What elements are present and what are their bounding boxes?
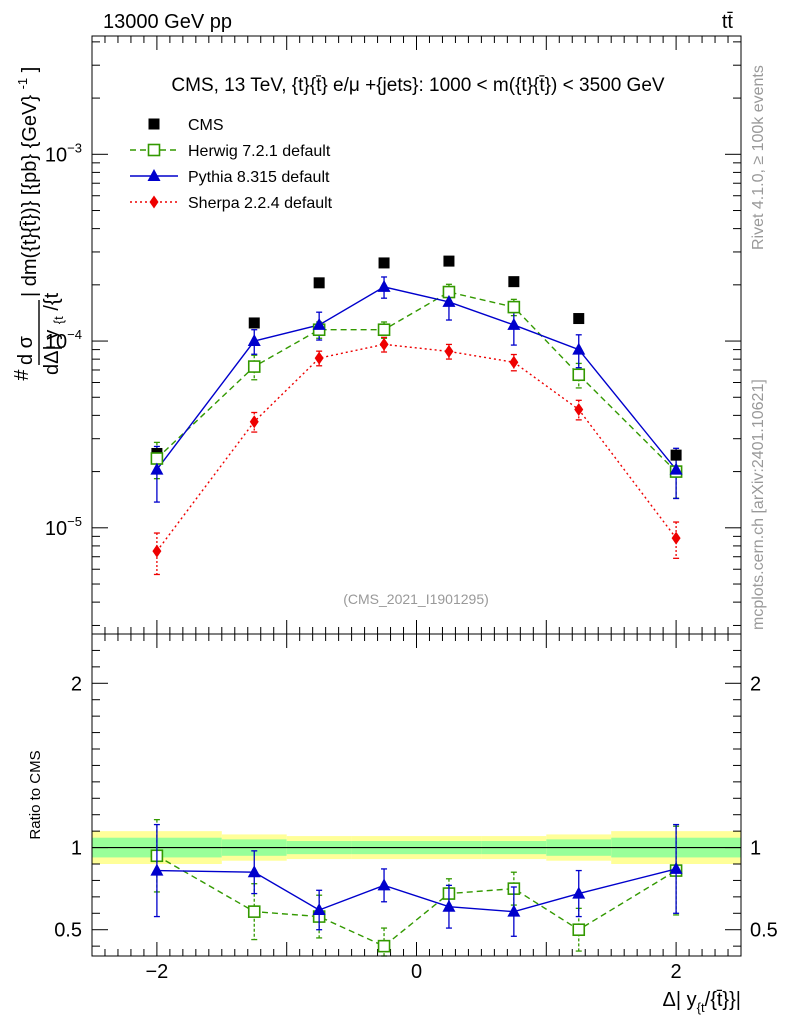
sherpa-point: [379, 337, 389, 351]
cms-point: [508, 276, 520, 288]
legend-label-pythia: Pythia 8.315 default: [188, 169, 330, 186]
pythia-point: [507, 317, 521, 330]
cms-point: [573, 313, 585, 325]
ratio-pythia-point: [507, 904, 521, 917]
svg-text:dΔ| y {t /{t: dΔ| y {t /{t: [41, 292, 68, 375]
legend-label-herwig: Herwig 7.2.1 default: [188, 143, 331, 160]
herwig-point: [572, 368, 586, 382]
main-y-tick-label-0: 10−5: [45, 514, 82, 540]
legend-label-sherpa: Sherpa 2.2.4 default: [188, 195, 333, 212]
legend-label-cms: CMS: [188, 117, 224, 134]
ylabel-sup: -1: [15, 78, 30, 90]
x-tick-label-1: 0: [411, 961, 422, 983]
main-y-tick-label-1: 10−4: [45, 327, 82, 353]
ratio-pythia-point: [442, 899, 456, 912]
main-y-axis-label: # d σ dΔ| y {t /{t | dm({t}{t̄})} [{pb} …: [10, 67, 68, 381]
ratio-pythia-point: [572, 886, 586, 899]
pythia-point: [150, 462, 164, 475]
ylabel-numerator: d σ: [15, 335, 37, 365]
main-panel-ticks: 10−5 10−4 10−3: [45, 36, 742, 634]
ratio-herwig-point: [247, 905, 261, 918]
ratio-panel-frame: [91, 633, 742, 957]
svg-text:d σ: d σ: [15, 335, 37, 365]
main-panel-series: [150, 255, 683, 576]
ratio-pythia-point: [247, 865, 261, 878]
ylabel-rest: | dm({t}{t̄})} [{pb} {GeV}: [19, 95, 41, 297]
sherpa-point: [314, 351, 324, 365]
ylabel-hash: #: [11, 369, 33, 381]
legend: CMS Herwig 7.2.1 default Pythia 8.315 defa…: [130, 117, 333, 212]
pythia-point: [377, 279, 391, 292]
rivet-version-label: Rivet 4.1.0, ≥ 100k events: [750, 65, 767, 250]
svg-text:| dm({t}{t̄})} [{pb} {GeV}: | dm({t}{t̄})} [{pb} {GeV} -1 ]: [10, 67, 41, 297]
ratio-y-tick-label-0: 0.5: [54, 920, 82, 942]
sherpa-line: [156, 343, 677, 552]
pythia-point: [442, 294, 456, 307]
sherpa-point: [444, 344, 454, 358]
ratio-uncertainty-band: [92, 831, 741, 864]
x-tick-label-2: 2: [671, 961, 682, 983]
pythia-point: [669, 462, 683, 475]
ratio-pythia-point: [669, 861, 683, 874]
sherpa-point: [152, 544, 162, 558]
ratio-herwig-point: [572, 923, 586, 937]
ratio-y-tick-label-1: 1: [71, 838, 82, 860]
cms-point: [248, 317, 260, 329]
ratio-y-tick-label-right-1: 1: [750, 838, 761, 860]
process-label: tt̄: [722, 11, 734, 33]
pythia-line: [156, 286, 677, 471]
herwig-point: [377, 323, 391, 337]
cms-point: [670, 449, 682, 461]
cms-point: [378, 257, 390, 269]
legend-marker-pythia: [147, 169, 161, 181]
ratio-panel-series: [150, 818, 683, 957]
ratio-y-tick-label-right-2: 2: [750, 673, 761, 695]
mcplots-label: mcplots.cern.ch [arXiv:2401.10621]: [750, 379, 767, 630]
x-tick-label-0: −2: [145, 961, 168, 983]
herwig-point: [247, 360, 261, 373]
ratio-panel-ticks: 0.5 0.5 1 1 2 2 −2 0 2: [54, 633, 778, 983]
sherpa-point: [671, 531, 681, 545]
pythia-point: [247, 334, 261, 347]
sherpa-point: [509, 355, 519, 369]
svg-text:#: #: [11, 369, 33, 381]
ylabel-denominator: dΔ| y: [41, 330, 63, 375]
ratio-y-tick-label-2: 2: [71, 673, 82, 695]
herwig-point: [150, 452, 164, 465]
ylabel-close: ]: [19, 67, 41, 73]
ratio-pythia-line: [156, 868, 677, 913]
main-y-tick-label-2: 10−3: [45, 140, 82, 166]
sherpa-point: [249, 415, 259, 429]
ratio-pythia-point: [150, 863, 164, 876]
ratio-pythia-point: [377, 878, 391, 891]
x-axis-label: Δ| y{t/{t̄}}|: [663, 989, 741, 1015]
herwig-line: [156, 291, 677, 473]
legend-marker-cms: [148, 118, 160, 130]
ratio-herwig-line: [156, 855, 677, 947]
legend-marker-herwig: [147, 143, 161, 157]
pythia-point: [572, 342, 586, 355]
legend-marker-sherpa: [149, 195, 159, 209]
herwig-point: [507, 300, 521, 314]
sherpa-point: [574, 403, 584, 417]
ylabel-denominator-tail: /{t: [41, 292, 63, 310]
cms-point: [443, 255, 455, 267]
ratio-y-axis-label: Ratio to CMS: [27, 750, 44, 839]
ylabel-denominator-sub: {t: [51, 316, 66, 324]
ratio-pythia-point: [312, 903, 326, 915]
pythia-point: [312, 317, 326, 330]
ratio-herwig-point: [377, 939, 391, 953]
main-plot-title: CMS, 13 TeV, {t}{t̄} e/μ +{jets}: 1000 <…: [171, 75, 664, 96]
cms-point: [313, 277, 325, 289]
analysis-id-watermark: (CMS_2021_I1901295): [343, 591, 489, 607]
ratio-y-tick-label-right-0: 0.5: [750, 920, 778, 942]
energy-label: 13000 GeV pp: [103, 11, 232, 33]
